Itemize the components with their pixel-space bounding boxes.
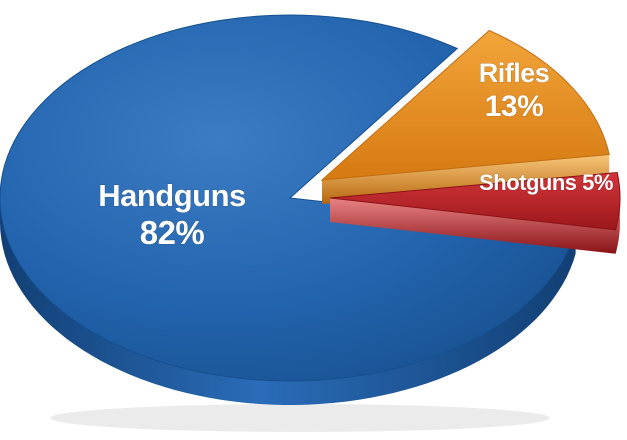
label-shotguns: Shotguns 5% (479, 170, 613, 195)
slice-rifles[interactable] (320, 29, 610, 205)
label-handguns-percent: 82% (140, 214, 205, 251)
pie-shadow (50, 404, 550, 432)
slice-handguns-top (0, 14, 577, 382)
slice-handguns[interactable] (0, 14, 577, 405)
slice-rifles-top (320, 29, 610, 181)
label-rifles-name: Rifles (479, 58, 550, 88)
slice-shotguns-top (329, 171, 621, 231)
label-handguns-name: Handguns (98, 178, 246, 213)
label-rifles-percent: 13% (485, 90, 544, 123)
slice-shotguns-side (330, 194, 620, 254)
slice-rifles-side (322, 154, 610, 204)
slice-shotguns[interactable] (329, 171, 621, 254)
